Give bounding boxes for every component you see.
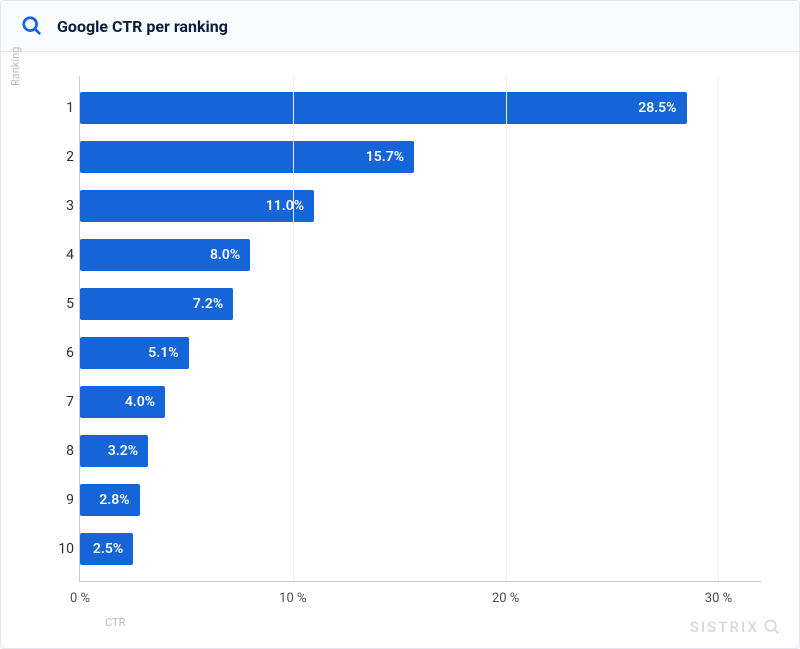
bar-row: 48.0%: [80, 231, 761, 280]
plot-area: 128.5%215.7%311.0%48.0%57.2%65.1%74.0%83…: [79, 76, 761, 582]
x-tick-label: 10 %: [279, 591, 306, 606]
bar-row: 102.5%: [80, 524, 761, 573]
y-tick-label: 7: [50, 394, 74, 410]
search-icon: [21, 15, 43, 37]
bar-row: 83.2%: [80, 426, 761, 475]
chart-card: Google CTR per ranking Ranking 128.5%215…: [0, 0, 800, 649]
chart-area: Ranking 128.5%215.7%311.0%48.0%57.2%65.1…: [1, 52, 799, 648]
watermark: SISTRIX: [690, 618, 781, 636]
bar-value-label: 2.5%: [93, 541, 123, 557]
gridline: [293, 76, 294, 581]
bar: 28.5%: [80, 92, 687, 124]
y-tick-label: 2: [50, 149, 74, 165]
bar: 2.5%: [80, 533, 133, 565]
bars-container: 128.5%215.7%311.0%48.0%57.2%65.1%74.0%83…: [80, 76, 761, 581]
gridline: [718, 76, 719, 581]
watermark-text: SISTRIX: [690, 618, 759, 636]
y-tick-label: 8: [50, 443, 74, 459]
bar-row: 128.5%: [80, 84, 761, 133]
y-tick-label: 10: [50, 541, 74, 557]
search-icon: [763, 618, 781, 636]
bar-row: 65.1%: [80, 329, 761, 378]
bar: 3.2%: [80, 435, 148, 467]
y-tick-label: 9: [50, 492, 74, 508]
x-axis-label: CTR: [105, 616, 761, 629]
bar-row: 215.7%: [80, 133, 761, 182]
bar-value-label: 15.7%: [366, 149, 404, 165]
bar-row: 74.0%: [80, 377, 761, 426]
y-tick-label: 6: [50, 345, 74, 361]
bar-value-label: 28.5%: [638, 100, 676, 116]
bar: 15.7%: [80, 141, 414, 173]
bar-value-label: 8.0%: [210, 247, 240, 263]
bar-row: 311.0%: [80, 182, 761, 231]
y-tick-label: 3: [50, 198, 74, 214]
bar: 7.2%: [80, 288, 233, 320]
gridline: [506, 76, 507, 581]
bar-row: 92.8%: [80, 475, 761, 524]
y-axis-label: Ranking: [9, 47, 22, 86]
bar-value-label: 11.0%: [266, 198, 304, 214]
bar-value-label: 7.2%: [193, 296, 223, 312]
bar: 5.1%: [80, 337, 189, 369]
x-tick-label: 30 %: [705, 591, 732, 606]
y-tick-label: 4: [50, 247, 74, 263]
x-tick-label: 0 %: [70, 591, 90, 606]
card-title: Google CTR per ranking: [57, 17, 228, 36]
bar-value-label: 2.8%: [99, 492, 129, 508]
y-tick-label: 1: [50, 100, 74, 116]
bar: 2.8%: [80, 484, 140, 516]
bar: 11.0%: [80, 190, 314, 222]
bar-row: 57.2%: [80, 280, 761, 329]
y-tick-label: 5: [50, 296, 74, 312]
bar-value-label: 4.0%: [125, 394, 155, 410]
x-tick-label: 20 %: [492, 591, 519, 606]
bar: 8.0%: [80, 239, 250, 271]
bar-value-label: 3.2%: [108, 443, 138, 459]
card-header: Google CTR per ranking: [1, 1, 799, 52]
bar: 4.0%: [80, 386, 165, 418]
bar-value-label: 5.1%: [148, 345, 178, 361]
